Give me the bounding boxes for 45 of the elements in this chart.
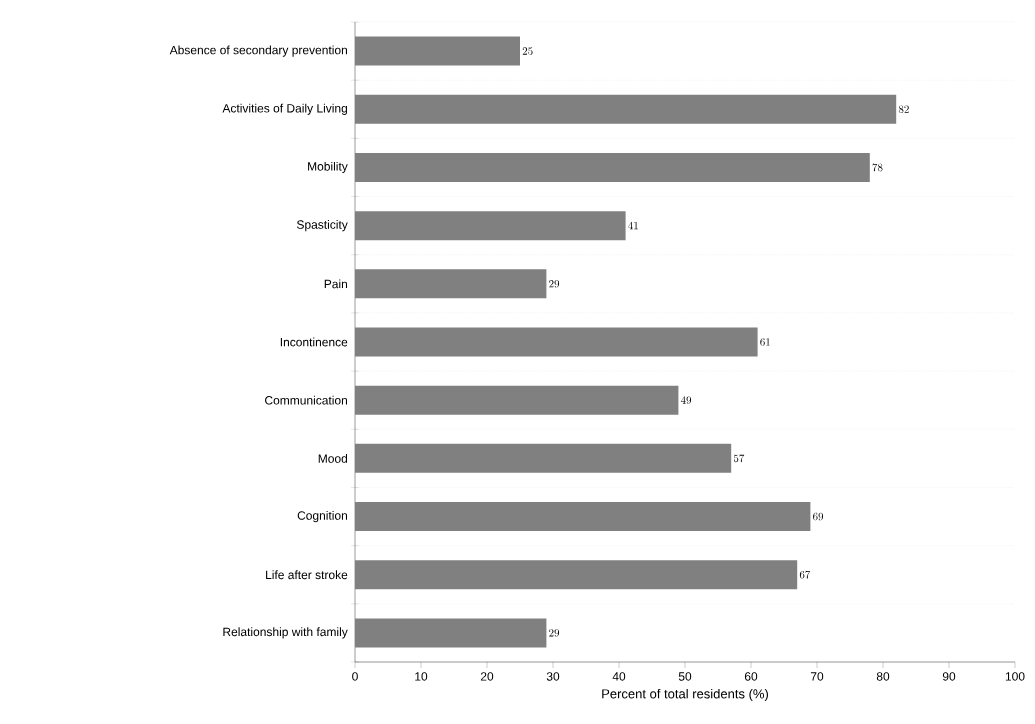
- x-tick-label: 80: [876, 672, 890, 681]
- data-label: 49: [680, 396, 692, 404]
- bar: [355, 211, 626, 241]
- y-tick-label: Cognition: [297, 510, 348, 523]
- y-tick-label: Communication: [265, 395, 348, 405]
- y-tick-label: Mood: [318, 453, 348, 463]
- x-tick-label: 60: [744, 672, 758, 681]
- bar: [355, 618, 547, 648]
- data-label: 29: [549, 629, 560, 637]
- bar: [355, 443, 732, 473]
- x-tick-label: 40: [612, 672, 626, 681]
- data-label: 82: [898, 105, 909, 114]
- data-label: 25: [522, 47, 533, 55]
- bar: [355, 385, 679, 415]
- y-tick-label: Pain: [324, 279, 348, 289]
- bar: [355, 269, 547, 299]
- y-tick-label: Relationship with family: [223, 627, 348, 639]
- x-tick-label: 50: [678, 672, 692, 681]
- x-tick-label: 30: [546, 672, 560, 681]
- data-label: 29: [549, 280, 560, 288]
- data-label: 57: [733, 454, 745, 463]
- y-tick-label: Spasticity: [297, 220, 348, 232]
- bar: [355, 94, 897, 124]
- x-tick-label: 90: [942, 672, 956, 681]
- x-axis-title: Percent of total residents (%): [602, 688, 768, 702]
- data-label: 69: [813, 512, 824, 521]
- y-tick-label: Incontinence: [280, 337, 348, 347]
- y-tick-label: Mobility: [308, 161, 348, 174]
- data-label: 67: [799, 570, 811, 579]
- y-tick-label: Absence of secondary prevention: [169, 45, 347, 57]
- x-tick-label: 100: [1005, 672, 1025, 681]
- bar: [355, 327, 758, 357]
- x-tick-label: 20: [480, 672, 494, 681]
- data-label: 61: [760, 338, 770, 346]
- y-tick-label: Life after stroke: [266, 570, 348, 580]
- x-tick-label: 70: [810, 672, 824, 681]
- x-tick-label: 10: [415, 672, 428, 681]
- bar: [355, 502, 811, 532]
- data-label: 78: [872, 163, 883, 172]
- y-tick-label: Activities of Daily Living: [222, 103, 347, 115]
- x-tick-label: 0: [352, 672, 358, 681]
- bar: [355, 152, 870, 182]
- bar: [355, 560, 798, 590]
- bar: [355, 36, 520, 66]
- data-label: 41: [628, 221, 638, 230]
